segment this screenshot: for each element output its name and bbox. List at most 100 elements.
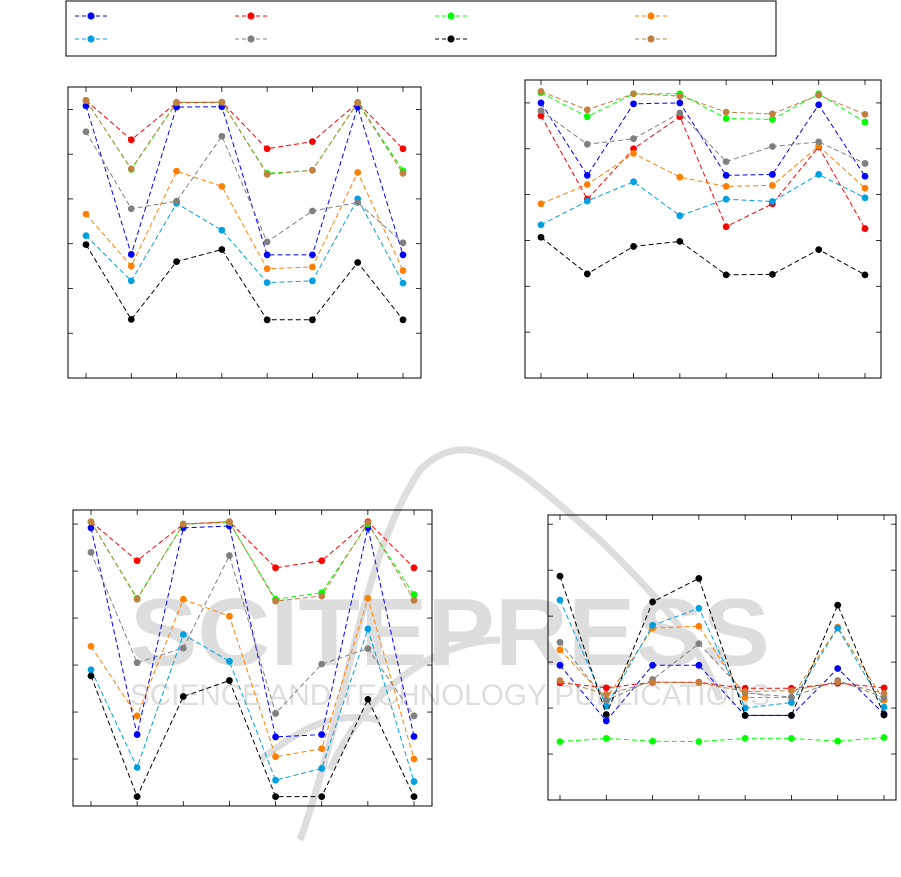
- data-point: [602, 690, 610, 698]
- data-point: [364, 519, 372, 527]
- data-point: [399, 279, 407, 287]
- data-point: [556, 738, 564, 746]
- legend-marker: [247, 35, 255, 43]
- data-point: [410, 793, 418, 801]
- series-line: [540, 91, 866, 115]
- data-point: [364, 625, 372, 633]
- data-point: [263, 251, 271, 259]
- series: [537, 142, 869, 208]
- data-point: [861, 184, 869, 192]
- data-point: [309, 251, 316, 259]
- legend-marker: [87, 12, 95, 20]
- data-point: [318, 765, 326, 772]
- data-point: [218, 98, 226, 106]
- data-point: [399, 267, 407, 274]
- data-point: [556, 646, 564, 654]
- data-point: [410, 596, 418, 604]
- data-point: [722, 108, 730, 116]
- data-point: [583, 171, 591, 179]
- series: [87, 522, 418, 741]
- data-point: [87, 524, 95, 532]
- data-point: [676, 237, 684, 245]
- legend-entry: [235, 12, 267, 20]
- data-point: [769, 171, 776, 178]
- data-point: [272, 753, 279, 761]
- series: [556, 596, 888, 712]
- data-point: [127, 165, 135, 173]
- data-point: [179, 631, 187, 638]
- legend-marker: [87, 35, 95, 43]
- series: [82, 167, 407, 274]
- series-line: [85, 170, 404, 271]
- data-point: [399, 145, 407, 153]
- data-point: [649, 598, 656, 606]
- data-point: [364, 645, 372, 653]
- data-point: [537, 200, 545, 208]
- series-line: [85, 100, 404, 150]
- data-point: [880, 689, 888, 697]
- data-point: [410, 755, 418, 763]
- data-point: [630, 243, 637, 250]
- series: [556, 677, 888, 698]
- data-point: [354, 199, 362, 206]
- data-point: [815, 246, 823, 254]
- data-point: [218, 132, 226, 140]
- data-point: [630, 100, 637, 108]
- series: [537, 88, 869, 118]
- data-point: [133, 659, 141, 667]
- legend-box: [65, 0, 777, 57]
- legend-entry: [635, 35, 667, 43]
- legend-marker: [647, 12, 655, 20]
- chart-top-right: [524, 79, 882, 379]
- data-point: [179, 520, 187, 528]
- data-point: [583, 140, 591, 148]
- series: [87, 672, 418, 801]
- series-line: [90, 521, 415, 602]
- series-line: [540, 115, 866, 229]
- data-point: [649, 678, 656, 686]
- data-point: [676, 92, 684, 100]
- data-point: [861, 110, 869, 118]
- data-point: [583, 113, 591, 121]
- data-point: [880, 703, 888, 711]
- plot-frame: [72, 509, 433, 807]
- data-point: [364, 594, 372, 602]
- data-point: [179, 693, 187, 700]
- data-point: [82, 210, 90, 218]
- data-point: [695, 679, 703, 687]
- data-point: [410, 591, 418, 598]
- legend-marker: [247, 12, 255, 20]
- data-point: [309, 138, 316, 146]
- data-point: [173, 197, 180, 205]
- data-point: [722, 171, 730, 179]
- data-point: [82, 128, 90, 136]
- chart-bottom-left: [72, 509, 433, 807]
- data-point: [602, 711, 610, 718]
- data-point: [649, 621, 656, 629]
- data-point: [649, 661, 656, 669]
- data-point: [676, 99, 684, 107]
- data-point: [179, 644, 187, 652]
- series-line: [85, 244, 404, 321]
- data-point: [788, 693, 795, 701]
- plot-frame: [547, 514, 897, 801]
- data-point: [583, 181, 591, 188]
- series-line: [540, 236, 866, 276]
- data-point: [834, 678, 842, 686]
- data-point: [218, 226, 226, 234]
- data-point: [630, 135, 637, 143]
- data-point: [556, 661, 564, 669]
- legend-marker: [647, 35, 655, 43]
- data-point: [722, 182, 730, 190]
- data-point: [410, 778, 418, 785]
- data-point: [82, 97, 90, 104]
- data-point: [630, 178, 637, 186]
- data-point: [82, 232, 90, 240]
- data-point: [788, 687, 795, 694]
- data-point: [815, 138, 823, 146]
- series: [556, 572, 888, 719]
- series-line: [540, 145, 866, 205]
- series-line: [540, 102, 866, 177]
- data-point: [133, 793, 141, 801]
- data-point: [769, 143, 776, 150]
